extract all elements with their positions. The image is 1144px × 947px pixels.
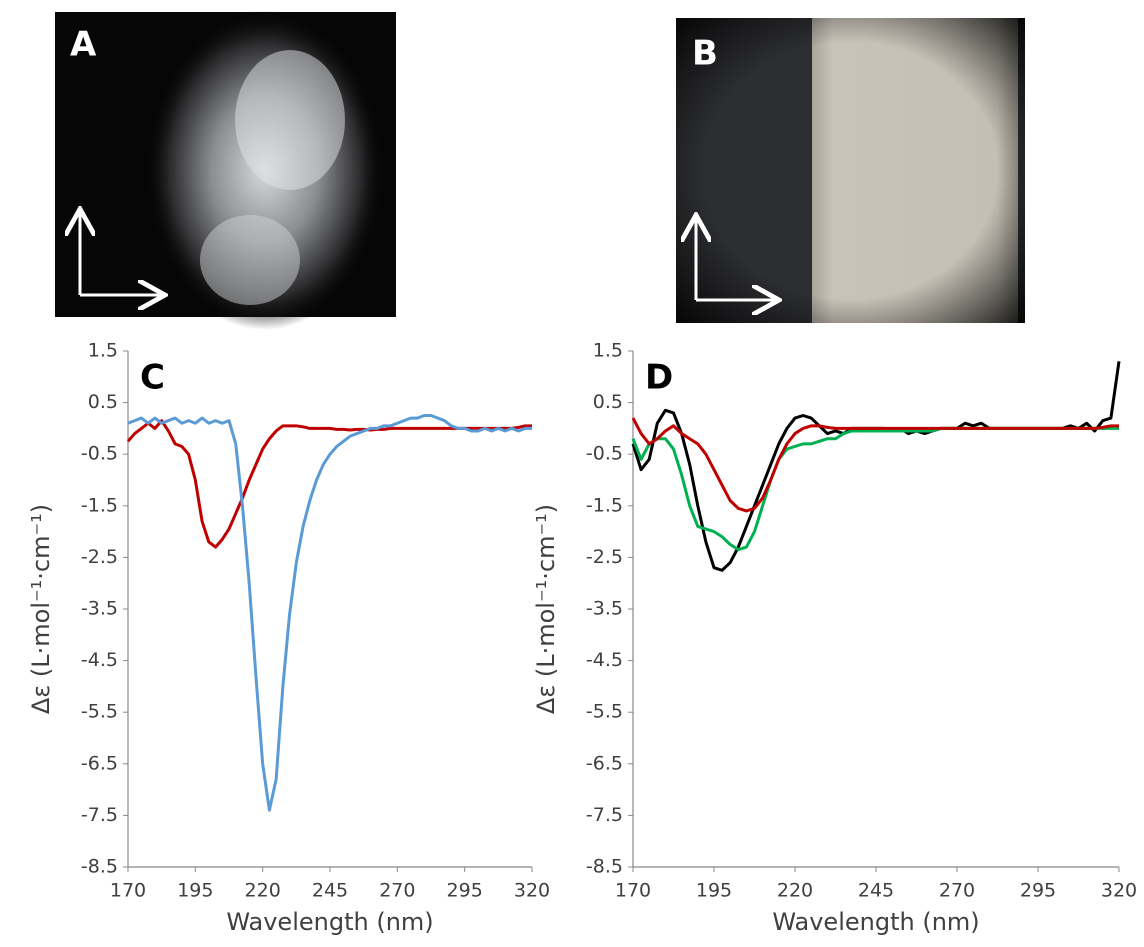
y-tick-label: 0.5 — [88, 391, 118, 413]
panel-label: A — [70, 25, 97, 65]
y-tick-label: -8.5 — [81, 856, 118, 878]
y-tick-label: -2.5 — [586, 546, 623, 568]
y-tick-label: -3.5 — [81, 598, 118, 620]
x-axis-label: Wavelength (nm) — [226, 908, 433, 936]
y-axis-label: Δε (L·mol⁻¹·cm⁻¹) — [27, 504, 55, 714]
data-line — [631, 426, 1119, 552]
y-tick-label: -8.5 — [586, 856, 623, 878]
y-tick-label: 0.5 — [593, 391, 623, 413]
y-tick-label: -1.5 — [81, 494, 118, 516]
x-tick-label: 295 — [447, 880, 483, 902]
x-axis-label: Wavelength (nm) — [772, 908, 979, 936]
x-tick-label: 320 — [514, 880, 550, 902]
panel-label: B — [692, 34, 718, 74]
y-tick-label: -7.5 — [586, 804, 623, 826]
x-tick-label: 195 — [696, 880, 732, 902]
y-tick-label: -2.5 — [81, 546, 118, 568]
y-tick-label: -6.5 — [81, 752, 118, 774]
y-tick-label: 1.5 — [88, 340, 118, 362]
photo-a: A — [55, 10, 396, 330]
data-line — [631, 417, 1119, 513]
y-tick-label: -5.5 — [81, 701, 118, 723]
y-axis-label: Δε (L·mol⁻¹·cm⁻¹) — [532, 504, 560, 714]
y-tick-label: -7.5 — [81, 804, 118, 826]
x-tick-label: 295 — [1020, 880, 1056, 902]
y-tick-label: -3.5 — [586, 598, 623, 620]
x-tick-label: 245 — [858, 880, 894, 902]
panel-label: D — [645, 358, 673, 398]
panel-label: C — [140, 358, 165, 398]
photo-b: B — [676, 18, 1025, 323]
x-tick-label: 220 — [777, 880, 813, 902]
y-tick-label: -4.5 — [586, 649, 623, 671]
x-tick-label: 270 — [939, 880, 975, 902]
x-tick-label: 245 — [312, 880, 348, 902]
y-tick-label: -0.5 — [586, 443, 623, 465]
data-line — [127, 414, 532, 812]
x-tick-label: 195 — [177, 880, 213, 902]
y-tick-label: 1.5 — [593, 340, 623, 362]
y-tick-label: -6.5 — [586, 752, 623, 774]
x-tick-label: 170 — [615, 880, 651, 902]
y-tick-label: -4.5 — [81, 649, 118, 671]
x-tick-label: 320 — [1101, 880, 1137, 902]
x-tick-label: 220 — [245, 880, 281, 902]
y-tick-label: -5.5 — [586, 701, 623, 723]
y-tick-label: -0.5 — [81, 443, 118, 465]
data-line — [631, 361, 1121, 572]
y-tick-label: -1.5 — [586, 494, 623, 516]
x-tick-label: 170 — [110, 880, 146, 902]
data-line — [126, 419, 532, 549]
x-tick-label: 270 — [379, 880, 415, 902]
